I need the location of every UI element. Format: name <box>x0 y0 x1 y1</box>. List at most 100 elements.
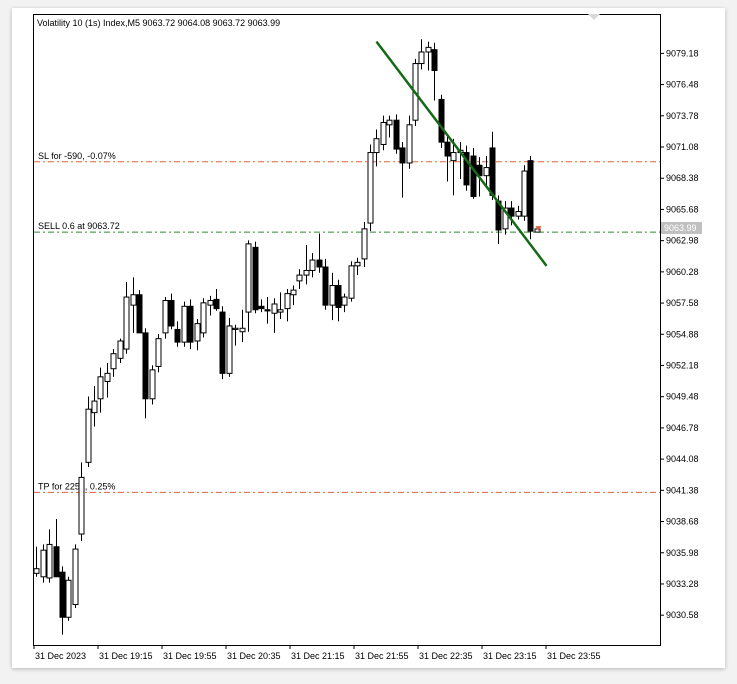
candle-body <box>252 246 259 311</box>
level-label: SELL 0.6 at 9063.72 <box>38 221 120 231</box>
candle-body <box>168 300 175 327</box>
candle-body <box>418 51 425 65</box>
price-tick-label: 9033.28 <box>666 579 699 589</box>
time-tick-label: 31 Dec 19:55 <box>163 651 217 661</box>
price-tick-label: 9041.38 <box>666 485 699 495</box>
candle-body <box>174 328 181 343</box>
candle-body <box>271 303 278 314</box>
candle-body <box>213 298 220 310</box>
candle-body <box>239 327 246 333</box>
candle-body <box>284 293 291 310</box>
candle-body <box>200 302 207 334</box>
candle-body <box>277 309 284 313</box>
candle-body <box>444 141 451 157</box>
chart-shift-icon[interactable] <box>588 14 600 20</box>
price-tick-label: 9044.08 <box>666 454 699 464</box>
candle-body <box>508 207 515 217</box>
candle-body <box>59 571 66 618</box>
candle-body <box>450 152 457 162</box>
candle-body <box>187 305 194 343</box>
candle-body <box>258 305 265 310</box>
candles <box>33 39 541 635</box>
current-price-tag <box>661 221 702 234</box>
candle-body <box>72 548 79 606</box>
price-axis: 9079.18 9076.48 9073.78 9071.08 9068.38 9065.… <box>660 48 699 620</box>
candle-body <box>502 207 509 230</box>
candle-body <box>123 296 130 350</box>
candle-body <box>33 568 40 574</box>
price-tick-label: 9057.58 <box>666 298 699 308</box>
time-axis: 31 Dec 2023 31 Dec 19:15 31 Dec 19:55 31 De… <box>33 645 601 661</box>
candle-body <box>232 327 239 330</box>
candle-body <box>303 269 310 276</box>
candle-body <box>367 152 374 224</box>
price-tick-label: 9065.68 <box>666 204 699 214</box>
price-tick-label: 9079.18 <box>666 48 699 58</box>
candle-body <box>329 284 336 306</box>
candle-body <box>181 305 188 343</box>
candle-body <box>194 323 201 342</box>
candle-body <box>117 340 124 359</box>
candle-body <box>380 122 387 145</box>
candle-body <box>348 265 355 299</box>
candle-body <box>136 294 143 334</box>
candle-body <box>46 543 53 579</box>
candle-body <box>91 400 98 414</box>
candle-body <box>406 124 413 164</box>
time-tick-label: 31 Dec 23:55 <box>547 651 601 661</box>
candle-body <box>290 289 297 296</box>
candle-body <box>483 167 490 177</box>
candle-body <box>470 155 477 197</box>
time-tick-label: 31 Dec 21:55 <box>355 651 409 661</box>
candle-body <box>226 325 233 374</box>
price-tick-label: 9046.78 <box>666 423 699 433</box>
candle-body <box>322 266 329 306</box>
candle-body <box>130 294 137 306</box>
candle-body <box>110 353 117 370</box>
price-chart[interactable]: Volatility 10 (1s) Index,M5 9063.72 9064… <box>12 8 725 668</box>
candle-body <box>142 332 149 400</box>
time-tick-label: 31 Dec 20:35 <box>227 651 281 661</box>
candle-body <box>335 284 342 308</box>
sell-arrow-icon <box>535 226 542 232</box>
time-tick-label: 31 Dec 21:15 <box>291 651 345 661</box>
candle-body <box>316 259 323 268</box>
candle-body <box>354 261 361 267</box>
candle-body <box>341 296 348 306</box>
candle-body <box>162 300 169 334</box>
candle-body <box>104 372 111 382</box>
price-tick-label: 9049.48 <box>666 392 699 402</box>
time-tick-label: 31 Dec 2023 <box>35 651 86 661</box>
candle-body <box>149 369 156 400</box>
trendline-group[interactable] <box>375 40 548 267</box>
candle-body <box>361 228 368 260</box>
chart-card: Volatility 10 (1s) Index,M5 9063.72 9064… <box>12 8 725 668</box>
candle-body <box>425 46 432 53</box>
symbol-info-line: Volatility 10 (1s) Index,M5 9063.72 9064… <box>37 18 280 28</box>
price-tick-label: 9035.98 <box>666 548 699 558</box>
candle-body <box>431 49 438 71</box>
current-price-label: 9063.99 <box>664 223 697 233</box>
current-price-marker: 9063.99 <box>535 221 702 234</box>
candle-body <box>78 476 85 535</box>
candle-body <box>65 579 72 618</box>
candle-body <box>155 338 162 367</box>
price-tick-label: 9030.58 <box>666 610 699 620</box>
trendline[interactable] <box>375 40 548 267</box>
candle-body <box>515 211 522 217</box>
level-lines: SL for -590, -0.07% SELL 0.6 at 9063.72 TP… <box>34 151 660 493</box>
candle-body <box>438 98 445 143</box>
candle-body <box>264 309 271 312</box>
price-tick-label: 9076.48 <box>666 80 699 90</box>
candle-body <box>309 259 316 271</box>
price-tick-label: 9062.98 <box>666 236 699 246</box>
candle-body <box>373 138 380 154</box>
candle-body <box>219 311 226 374</box>
candle-body <box>296 274 303 282</box>
time-tick-label: 31 Dec 22:35 <box>419 651 473 661</box>
candle-body <box>386 119 393 126</box>
candle-body <box>463 152 470 186</box>
price-tick-label: 9052.18 <box>666 360 699 370</box>
candle-body <box>40 549 47 578</box>
time-tick-label: 31 Dec 23:15 <box>483 651 537 661</box>
